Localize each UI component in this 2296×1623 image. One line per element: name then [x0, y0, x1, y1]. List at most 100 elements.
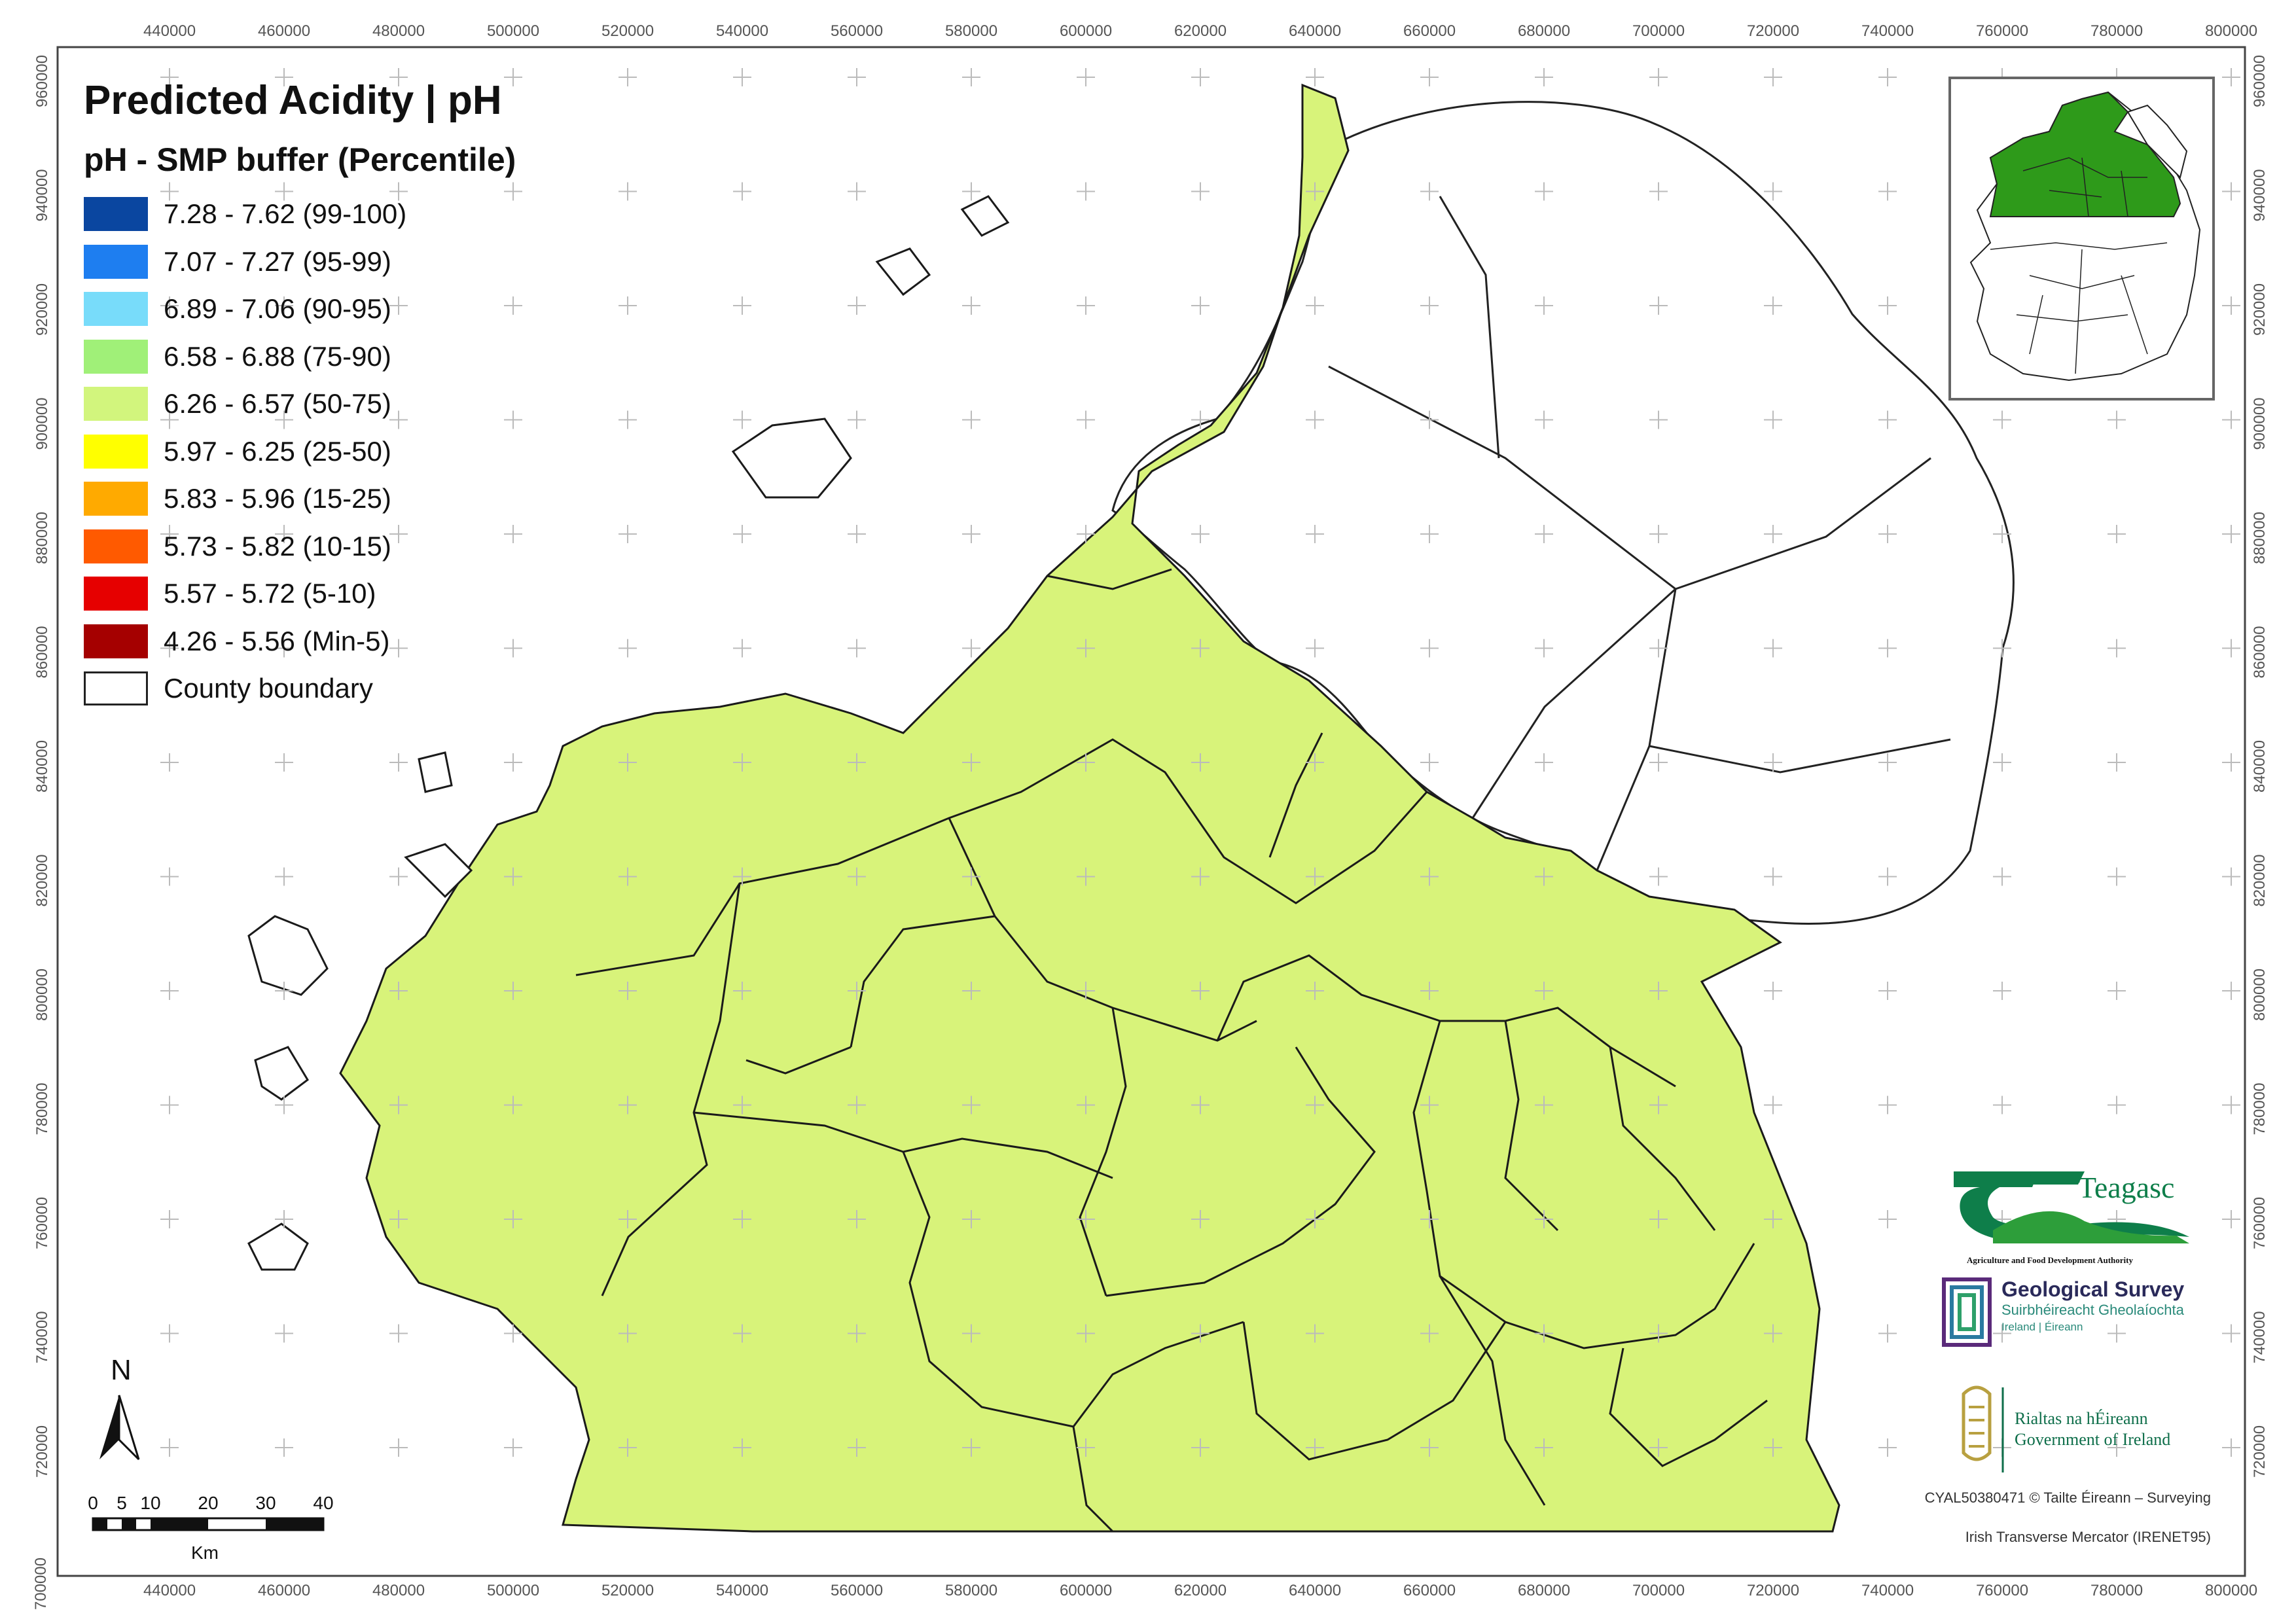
graticule-cross	[1649, 753, 1668, 772]
ph-sample-blob	[605, 378, 640, 413]
ph-sample-blob	[996, 474, 1033, 512]
inset-ireland-outline	[1969, 91, 2201, 382]
y-tick-corner-bottom: 700000	[32, 1558, 50, 1610]
ph-sample-blob	[915, 209, 954, 249]
ph-sample-blob	[704, 494, 741, 531]
legend-swatch	[84, 244, 148, 279]
ph-sample-blob	[979, 414, 1006, 440]
graticule-cross	[962, 1324, 980, 1343]
y-tick-label: 760000	[33, 1197, 51, 1249]
ph-sample-blob	[461, 763, 501, 803]
ph-sample-blob	[896, 187, 932, 224]
ph-sample-blob	[403, 1416, 435, 1448]
graticule-cross	[2108, 753, 2126, 772]
graticule-cross	[962, 1438, 980, 1457]
ph-sample-blob	[528, 136, 549, 158]
ph-sample-blob	[1195, 104, 1223, 132]
ph-sample-blob	[1706, 92, 1740, 126]
scale-bar: 0 5 10 20 30 40 Km	[88, 1493, 333, 1563]
ph-sample-blob	[645, 638, 673, 666]
ph-sample-blob	[342, 1253, 374, 1285]
x-tick-label: 800000	[2205, 1582, 2257, 1599]
ph-sample-blob	[1097, 342, 1133, 378]
ph-sample-blob	[1187, 118, 1213, 144]
graticule-cross	[504, 182, 522, 201]
ph-sample-blob	[442, 713, 469, 740]
ph-sample-blob	[914, 443, 943, 473]
ph-sample-blob	[1798, 1152, 1821, 1175]
ph-sample-blob	[1797, 1121, 1821, 1146]
ph-sample-blob	[1142, 85, 1179, 118]
ph-sample-blob	[825, 668, 853, 697]
graticule-cross	[275, 410, 293, 429]
ph-sample-blob	[997, 325, 1033, 361]
ph-sample-blob	[1121, 238, 1158, 274]
graticule-cross	[962, 296, 980, 315]
graticule-cross	[1993, 639, 2011, 658]
ph-sample-blob	[340, 1363, 360, 1395]
ph-sample-blob	[1245, 228, 1278, 261]
ph-sample-blob	[853, 633, 886, 666]
y-tick-label: 780000	[33, 1082, 51, 1135]
ph-sample-blob	[1800, 1203, 1827, 1230]
ph-sample-blob	[579, 165, 601, 187]
ph-sample-blob	[963, 326, 990, 353]
ph-sample-blob	[514, 373, 552, 410]
ph-sample-blob	[1748, 987, 1769, 1008]
ph-sample-blob	[912, 228, 944, 260]
ph-sample-blob	[562, 596, 586, 620]
graticule-cross	[1535, 1324, 1553, 1343]
x-tick-label: 560000	[831, 1582, 883, 1599]
legend-row: 7.28 - 7.62 (99-100)	[84, 190, 516, 238]
ph-sample-blob	[988, 315, 1008, 335]
graticule-cross	[389, 296, 408, 315]
graticule-cross	[1077, 1438, 1095, 1457]
graticule-cross	[733, 525, 751, 543]
ph-sample-blob	[899, 505, 935, 541]
ph-sample-blob	[1811, 989, 1831, 1008]
graticule-cross	[619, 296, 637, 315]
ph-sample-blob	[980, 237, 1001, 258]
graticule-cross	[848, 182, 866, 201]
ph-sample-blob	[1823, 1251, 1839, 1287]
ph-sample-blob	[915, 545, 944, 575]
teagasc-logo: Teagasc Agriculture and Food Development…	[1954, 1171, 2189, 1265]
graticule-cross	[160, 639, 179, 658]
graticule-cross	[275, 525, 293, 543]
ph-sample-blob	[1200, 95, 1236, 132]
graticule-cross	[160, 1096, 179, 1115]
graticule-cross	[504, 1096, 522, 1115]
ph-sample-blob	[679, 227, 708, 255]
graticule-cross	[1535, 1096, 1553, 1115]
ph-sample-blob	[1206, 369, 1234, 398]
graticule-cross	[1535, 867, 1553, 886]
ph-sample-blob	[869, 522, 905, 558]
ph-sample-blob	[1033, 115, 1054, 136]
ph-sample-blob	[1109, 90, 1133, 114]
graticule-cross	[1993, 410, 2011, 429]
ph-sample-blob	[1020, 506, 1041, 526]
graticule-cross	[1878, 410, 1897, 429]
graticule-cross	[733, 867, 751, 886]
graticule-cross	[1306, 525, 1324, 543]
graticule-cross	[962, 410, 980, 429]
graticule-cross	[2222, 182, 2240, 201]
x-tick-label: 480000	[372, 1582, 425, 1599]
ph-sample-blob	[531, 296, 560, 325]
ph-sample-blob	[710, 595, 734, 618]
ph-sample-blob	[362, 1278, 397, 1313]
gsi-title: Geological Survey	[2001, 1277, 2184, 1301]
ph-sample-blob	[1208, 327, 1237, 356]
ph-sample-blob	[713, 332, 735, 353]
ph-sample-blob	[917, 112, 952, 147]
ph-sample-blob	[525, 383, 550, 408]
coastal-islands	[247, 195, 1010, 1271]
graticule-cross	[160, 982, 179, 1000]
ph-sample-blob	[1274, 165, 1299, 190]
ph-sample-blob	[615, 480, 652, 518]
graticule-cross	[1535, 982, 1553, 1000]
x-tick-label: 520000	[601, 1582, 654, 1599]
ph-sample-blob	[518, 88, 552, 123]
ph-sample-blob	[800, 143, 827, 170]
